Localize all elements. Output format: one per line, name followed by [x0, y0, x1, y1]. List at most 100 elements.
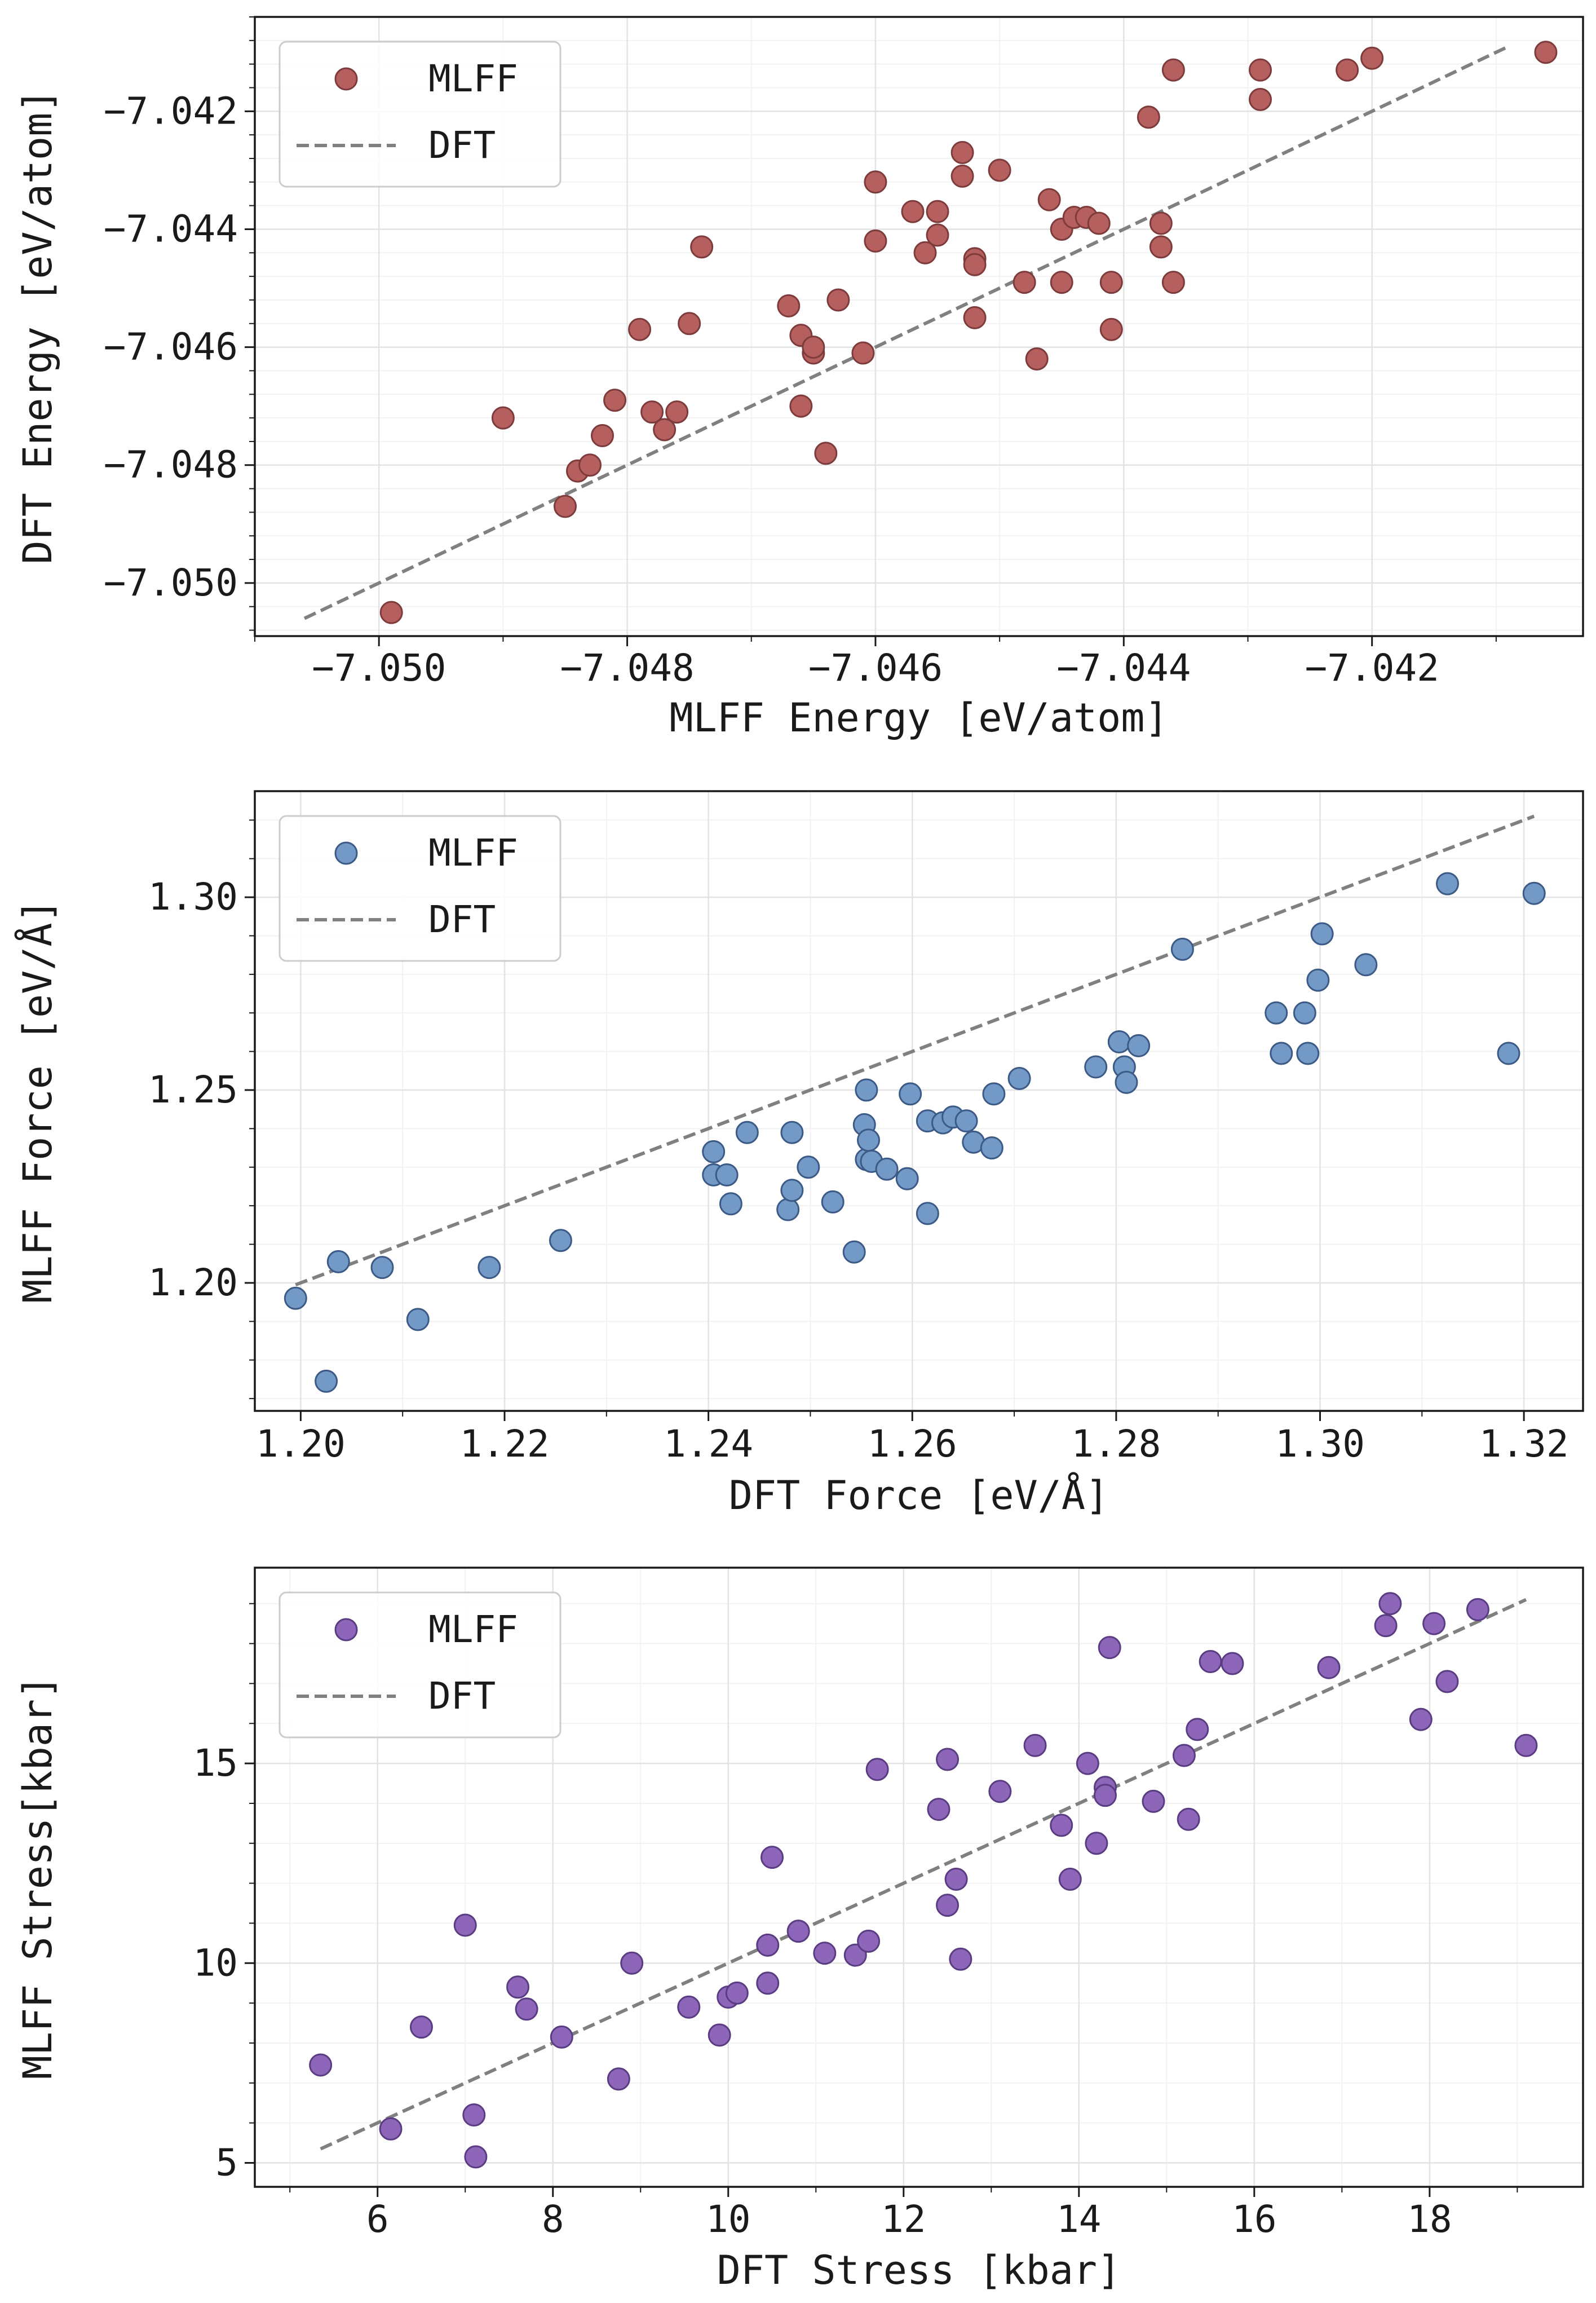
data-point: [1099, 317, 1123, 341]
data-point: [980, 1136, 1003, 1160]
data-point: [284, 1286, 307, 1310]
data-point: [478, 1256, 501, 1280]
data-point: [926, 223, 949, 247]
x-tick-label: 1.32: [1479, 1422, 1569, 1466]
data-point: [702, 1140, 726, 1163]
data-point: [843, 1943, 867, 1967]
data-point: [715, 1163, 739, 1186]
data-point: [1310, 922, 1334, 946]
data-point: [786, 1920, 810, 1943]
data-point: [1270, 1042, 1293, 1065]
data-point: [725, 1981, 749, 2005]
data-point: [949, 1947, 972, 1971]
data-point: [1360, 46, 1384, 70]
data-point: [1058, 1868, 1082, 1891]
data-point: [370, 1256, 394, 1280]
data-point: [913, 241, 937, 264]
y-tick-label: 10: [193, 1941, 238, 1984]
data-point: [855, 1078, 878, 1102]
data-point: [379, 2117, 403, 2141]
data-point: [1221, 1652, 1244, 1675]
ticks: [245, 16, 1497, 646]
data-point: [761, 1846, 784, 1869]
data-point: [1497, 1042, 1520, 1065]
data-point: [776, 1198, 800, 1221]
data-point: [1161, 58, 1185, 82]
data-point: [1249, 87, 1272, 111]
data-point: [409, 2015, 433, 2039]
x-tick-label: −7.044: [1056, 646, 1191, 690]
data-point: [1084, 1055, 1108, 1079]
data-point: [802, 336, 825, 359]
data-point: [719, 1192, 742, 1216]
data-point: [326, 1250, 350, 1273]
plot-frame: [254, 1567, 1584, 2188]
data-point: [865, 1758, 889, 1781]
data-point: [857, 1929, 881, 1953]
data-point: [963, 306, 987, 329]
data-point: [864, 170, 887, 194]
x-tick-label: 8: [542, 2198, 564, 2241]
data-point: [1422, 1612, 1446, 1635]
data-point: [1161, 271, 1185, 294]
data-point: [607, 2067, 630, 2091]
data-point: [821, 1190, 845, 1214]
data-point: [988, 158, 1011, 182]
data-point: [756, 1933, 780, 1957]
data-point: [1306, 968, 1330, 992]
y-tick-label: 5: [215, 2141, 238, 2184]
data-point: [690, 235, 714, 259]
data-point: [1317, 1656, 1341, 1679]
dft-reference-line: [320, 1598, 1527, 2151]
data-point: [464, 2145, 488, 2169]
data-point: [1172, 1744, 1196, 1767]
data-point: [780, 1179, 804, 1202]
data-point: [1087, 211, 1111, 235]
legend-marker-mlff: [334, 67, 358, 91]
data-point: [944, 1868, 968, 1891]
y-axis-label: MLFF Force [eV/Å]: [15, 899, 61, 1303]
data-point: [1466, 1598, 1489, 1621]
data-point: [1170, 937, 1194, 961]
data-point: [1336, 58, 1359, 82]
x-tick-label: 1.20: [256, 1422, 346, 1466]
data-point: [1098, 1636, 1121, 1660]
data-point: [1007, 1066, 1031, 1090]
data-point: [628, 317, 652, 341]
data-point: [1265, 1001, 1288, 1025]
data-point: [1093, 1784, 1117, 1807]
data-point: [1023, 1733, 1047, 1757]
data-point: [936, 1894, 960, 1917]
data-point: [1534, 41, 1558, 64]
data-point: [1076, 1751, 1099, 1775]
data-point: [309, 2053, 333, 2077]
x-tick-label: 14: [1056, 2198, 1101, 2241]
data-point: [1149, 211, 1173, 235]
y-tick-label: −7.044: [104, 207, 238, 250]
data-point: [678, 312, 701, 336]
data-point: [1522, 881, 1546, 905]
legend-label-dft: DFT: [428, 123, 496, 167]
mlff-points: [284, 872, 1546, 1393]
plot-frame: [254, 790, 1584, 1412]
x-tick-label: 1.26: [868, 1422, 957, 1466]
legend-label-mlff: MLFF: [428, 831, 518, 875]
legend-label-dft: DFT: [428, 898, 496, 941]
data-point: [927, 1798, 950, 1821]
y-axis-label: DFT Energy [eV/atom]: [15, 89, 61, 564]
data-point: [1514, 1733, 1538, 1757]
data-point: [1409, 1708, 1433, 1731]
data-point: [826, 288, 850, 312]
legend-label-dft: DFT: [428, 1674, 496, 1718]
data-point: [813, 1942, 837, 1965]
x-tick-label: −7.050: [312, 646, 446, 690]
legend: MLFF DFT: [278, 815, 562, 962]
data-point: [875, 1157, 899, 1181]
legend-box: [278, 41, 562, 188]
data-point: [1435, 1670, 1459, 1693]
legend-label-mlff: MLFF: [428, 57, 518, 100]
data-point: [550, 2025, 573, 2049]
y-tick-label: −7.048: [104, 443, 238, 487]
data-point: [926, 200, 949, 223]
